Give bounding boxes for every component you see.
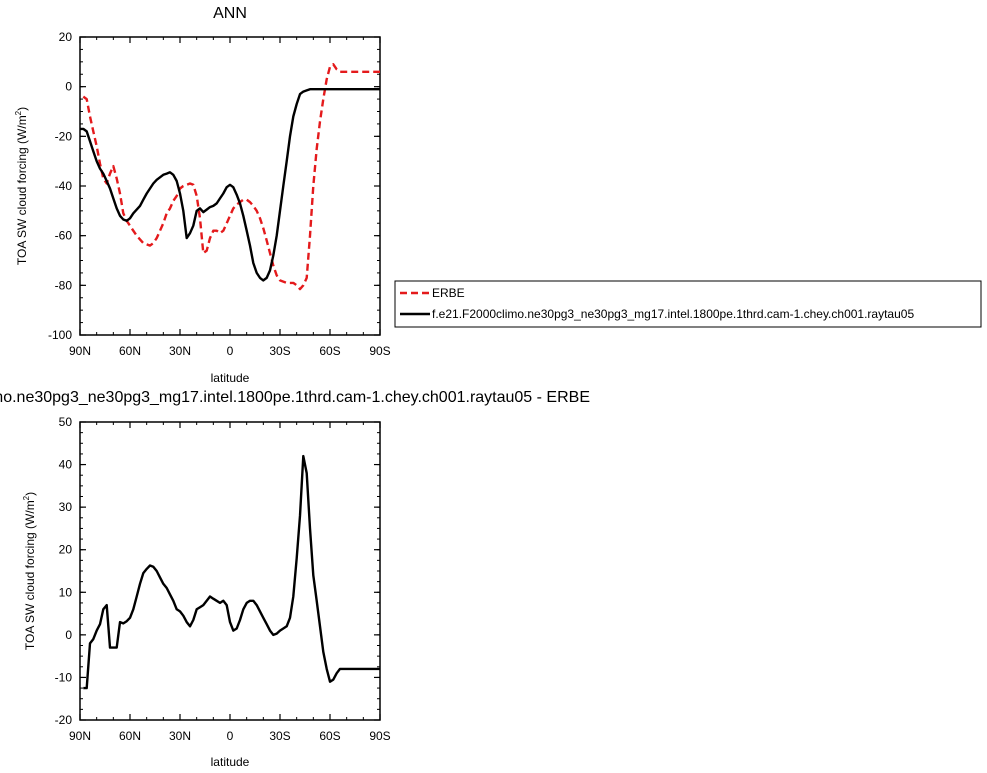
chart-2-x-tick-label: 30S: [269, 729, 290, 743]
chart-2-x-tick-label: 0: [227, 729, 234, 743]
chart-2-x-tick-label: 90N: [69, 729, 91, 743]
chart-2-x-tick-label: 30N: [169, 729, 191, 743]
chart-1-series-line-1: [82, 63, 380, 291]
chart-1-legend-box: [394, 280, 982, 328]
chart-2-y-tick-label: 30: [59, 500, 73, 514]
chart-1-y-ticks: 20 0 -20 -40 -60 -80 -100: [48, 30, 380, 342]
chart-1-y-tick-label: -100: [48, 328, 72, 342]
chart-2-y-tick-label: 20: [59, 543, 73, 557]
chart-1-y-tick-label: 20: [59, 30, 73, 44]
chart-1-x-tick-label: 90S: [369, 344, 390, 358]
chart-1-title: ANN: [213, 5, 247, 22]
chart-2-y-tick-label: -20: [55, 713, 73, 727]
chart-2-y-ticks: 50 40 30 20 10 0 -10 -20: [55, 415, 380, 727]
chart-1: ANN 20 0 -20 -40 -60 -80 -100 90N 60N 30N 0 30S 60S…: [14, 5, 982, 385]
chart-1-y-axis-label-end: ): [15, 107, 29, 111]
chart-2-y-axis-label-sup: 2: [22, 495, 31, 500]
chart-1-y-axis-label-sup: 2: [14, 110, 23, 115]
chart-1-series-group: [80, 63, 380, 291]
chart-2-x-ticks: 90N 60N 30N 0 30S 60S 90S: [69, 422, 391, 743]
chart-2-y-axis-label-end: ): [23, 492, 37, 496]
chart-2-y-tick-label: -10: [55, 670, 73, 684]
chart-2-y-tick-label: 0: [65, 628, 72, 642]
chart-1-x-ticks: 90N 60N 30N 0 30S 60S 90S: [69, 37, 391, 358]
chart-1-y-tick-label: -40: [55, 179, 73, 193]
chart-1-x-tick-label: 30N: [169, 344, 191, 358]
chart-2-x-axis-label: latitude: [211, 755, 250, 769]
chart-1-x-tick-label: 30S: [269, 344, 290, 358]
chart-2-y-axis-label: TOA SW cloud forcing (W/m2): [22, 492, 37, 650]
chart-1-x-tick-label: 60S: [319, 344, 340, 358]
chart-1-x-tick-label: 0: [227, 344, 234, 358]
chart-2-x-tick-label: 90S: [369, 729, 390, 743]
chart-1-x-tick-label: 60N: [119, 344, 141, 358]
chart-2-y-tick-label: 50: [59, 415, 73, 429]
chart-1-y-tick-label: -60: [55, 229, 73, 243]
chart-2-y-tick-label: 10: [59, 585, 73, 599]
legend-label-erbe: ERBE: [432, 286, 465, 300]
chart-1-y-tick-label: -80: [55, 278, 73, 292]
chart-1-series-line-2: [80, 87, 380, 282]
chart-2: f.e21.F2000climo.ne30pg3_ne30pg3_mg17.in…: [0, 389, 590, 769]
chart-2-x-tick-label: 60N: [119, 729, 141, 743]
chart-1-y-tick-label: 0: [65, 80, 72, 94]
chart-2-x-tick-label: 60S: [319, 729, 340, 743]
chart-2-series-group: [83, 454, 380, 690]
chart-2-y-axis-label-main: TOA SW cloud forcing (W/m: [23, 500, 37, 650]
chart-2-title: f.e21.F2000climo.ne30pg3_ne30pg3_mg17.in…: [0, 389, 590, 406]
chart-1-x-axis-label: latitude: [211, 371, 250, 385]
chart-2-series-line-1: [83, 454, 380, 690]
chart-1-x-tick-label: 90N: [69, 344, 91, 358]
legend-label-model: f.e21.F2000climo.ne30pg3_ne30pg3_mg17.in…: [432, 307, 914, 321]
chart-1-y-axis-label-main: TOA SW cloud forcing (W/m: [15, 115, 29, 265]
chart-1-legend: ERBE f.e21.F2000climo.ne30pg3_ne30pg3_mg…: [394, 280, 982, 328]
chart-1-y-tick-label: -20: [55, 129, 73, 143]
chart-2-y-tick-label: 40: [59, 458, 73, 472]
chart-1-y-axis-label: TOA SW cloud forcing (W/m2): [14, 107, 29, 265]
